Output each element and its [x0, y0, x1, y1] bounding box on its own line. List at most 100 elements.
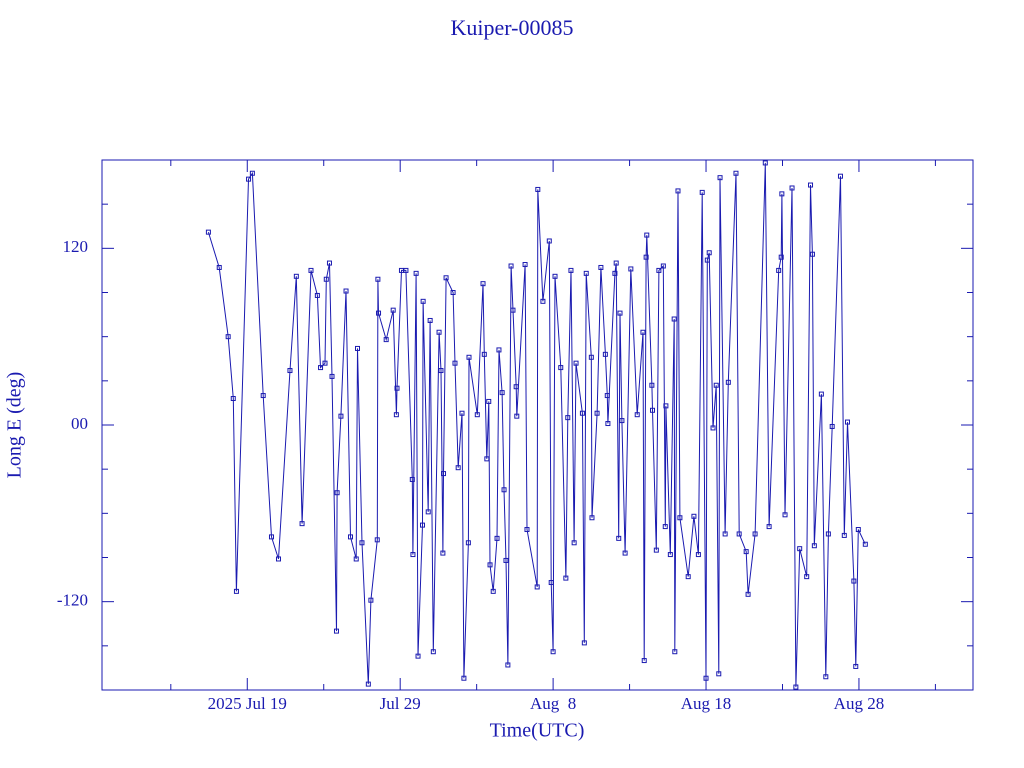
data-point: [503, 557, 509, 563]
data-point: [862, 541, 868, 547]
data-point: [613, 260, 619, 266]
data-point: [594, 410, 600, 416]
data-point: [797, 546, 803, 552]
data-point: [225, 334, 231, 340]
data-point: [762, 160, 768, 166]
data-point: [823, 674, 829, 680]
data-point: [268, 534, 274, 540]
data-point: [568, 267, 574, 273]
data-point: [579, 410, 585, 416]
data-point: [233, 588, 239, 594]
data-point: [486, 398, 492, 404]
data-point: [809, 251, 815, 257]
data-point: [853, 663, 859, 669]
data-point: [804, 574, 810, 580]
data-point: [425, 509, 431, 515]
data-point: [628, 266, 634, 272]
data-point: [499, 390, 505, 396]
x-tick-label: Aug 8: [530, 694, 576, 713]
data-point: [535, 186, 541, 192]
data-point: [326, 260, 332, 266]
data-point: [383, 337, 389, 343]
data-point: [736, 531, 742, 537]
y-axis-label: Long E (deg): [4, 372, 26, 479]
data-point: [343, 288, 349, 294]
data-point: [510, 307, 516, 313]
data-point: [443, 275, 449, 281]
data-point: [844, 419, 850, 425]
data-point: [650, 407, 656, 413]
data-point: [619, 418, 625, 424]
data-point: [440, 550, 446, 556]
data-point: [334, 490, 340, 496]
x-tick-label: 2025 Jul 19: [208, 694, 287, 713]
data-point: [634, 412, 640, 418]
data-point: [481, 351, 487, 357]
data-point: [725, 379, 731, 385]
data-point: [653, 547, 659, 553]
data-point: [706, 250, 712, 256]
data-point: [466, 354, 472, 360]
data-point: [643, 254, 649, 260]
plot-area: [205, 160, 868, 690]
data-point: [704, 257, 710, 263]
data-point: [660, 263, 666, 269]
data-point: [393, 412, 399, 418]
data-point: [450, 290, 456, 295]
data-point: [571, 540, 577, 546]
data-point: [622, 550, 628, 556]
data-point: [663, 403, 669, 409]
data-point: [459, 410, 465, 416]
data-point: [522, 262, 528, 268]
data-point: [583, 270, 589, 276]
data-point: [329, 373, 335, 379]
data-point: [216, 264, 222, 270]
data-point: [323, 276, 329, 282]
data-point: [743, 549, 749, 555]
data-point: [430, 649, 436, 655]
data-point: [359, 540, 365, 546]
data-point: [275, 556, 281, 562]
x-tick-label: Aug 28: [834, 694, 885, 713]
data-point: [376, 310, 382, 316]
data-point: [513, 384, 519, 390]
data-point: [461, 675, 467, 681]
data-point: [452, 360, 458, 366]
data-point: [818, 391, 824, 397]
data-point: [505, 662, 511, 668]
data-point: [375, 276, 381, 282]
data-point: [484, 456, 490, 462]
data-point: [465, 540, 471, 546]
data-point: [558, 365, 564, 371]
data-point: [793, 684, 799, 690]
data-point: [671, 316, 677, 322]
y-tick-label: 00: [71, 414, 88, 433]
data-point: [438, 368, 444, 374]
data-point: [333, 628, 339, 634]
data-point: [716, 671, 722, 677]
data-point: [733, 170, 739, 176]
data-point: [851, 578, 857, 584]
data-point: [347, 534, 353, 540]
data-point: [695, 552, 701, 558]
data-point: [314, 292, 320, 298]
data-point: [390, 307, 396, 313]
x-tick-label: Aug 18: [681, 694, 732, 713]
x-axis-label: Time(UTC): [490, 720, 585, 742]
data-point: [616, 535, 622, 541]
data-point: [287, 368, 293, 374]
data-point: [548, 580, 554, 586]
data-point: [778, 254, 784, 260]
chart-title: Kuiper-00085: [451, 15, 574, 40]
data-point: [710, 425, 716, 431]
data-point: [496, 347, 502, 353]
data-point: [413, 270, 419, 276]
data-point: [508, 263, 514, 269]
data-point: [514, 413, 520, 419]
data-point: [825, 531, 831, 537]
data-point: [779, 191, 785, 197]
data-point: [494, 535, 500, 541]
data-point: [691, 513, 697, 519]
data-point: [374, 537, 380, 543]
